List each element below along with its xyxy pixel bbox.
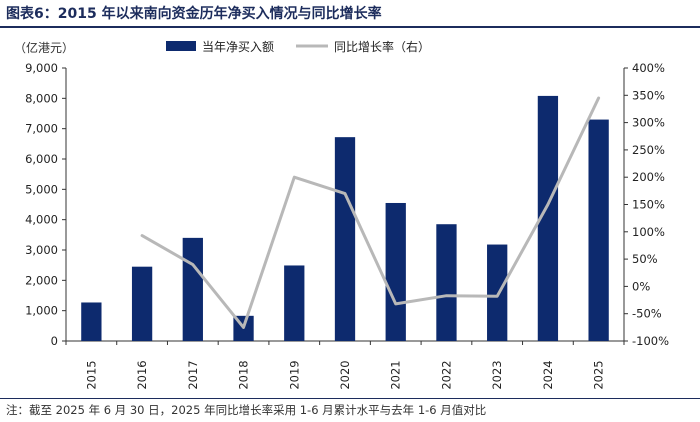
y-right-tick-label: 0% <box>632 279 650 293</box>
y-right-tick-label: 300% <box>632 116 665 130</box>
x-tick-label: 2020 <box>338 360 352 389</box>
x-tick-label: 2015 <box>84 360 98 389</box>
legend: 当年净买入额 同比增长率（右） <box>166 39 430 54</box>
y-left-tick-label: 1,000 <box>25 304 58 318</box>
bar <box>385 202 406 341</box>
x-tick-label: 2016 <box>135 360 149 389</box>
plot-area: 0 1,000 2,000 3,000 4,000 5,000 6,000 7,000 8,00… <box>25 61 669 390</box>
bar <box>487 244 508 341</box>
x-tick-label: 2021 <box>389 360 403 389</box>
y-left-tick-label: 7,000 <box>25 122 58 136</box>
y-left-tick-label: 4,000 <box>25 213 58 227</box>
bar <box>81 302 102 341</box>
y-right-tick-label: -100% <box>632 334 669 348</box>
y-left-tick-label: 2,000 <box>25 273 58 287</box>
x-tick-label: 2017 <box>186 360 200 389</box>
y-right-tick-label: 250% <box>632 143 665 157</box>
legend-bar-label: 当年净买入额 <box>202 40 274 54</box>
page-title: 图表6：2015 年以来南向资金历年净买入情况与同比增长率 <box>6 6 382 22</box>
y-left-tick-label: 3,000 <box>25 243 58 257</box>
legend-bar-swatch <box>166 41 196 51</box>
bar <box>537 95 559 341</box>
y-unit-label: （亿港元） <box>14 40 74 55</box>
y-left-tick-label: 6,000 <box>25 152 58 166</box>
bar <box>182 237 203 341</box>
x-tick-label: 2019 <box>287 360 301 389</box>
y-left-tick-label: 0 <box>51 334 58 348</box>
x-tick-label: 2022 <box>439 360 453 389</box>
y-right-tick-label: 100% <box>632 225 665 239</box>
x-tick-label: 2018 <box>237 360 251 389</box>
legend-line-label: 同比增长率（右） <box>334 39 430 54</box>
y-left-tick-label: 9,000 <box>25 61 58 75</box>
title-bar: 图表6：2015 年以来南向资金历年净买入情况与同比增长率 <box>0 0 700 26</box>
y-right-tick-label: 200% <box>632 170 665 184</box>
y-right-tick-label: 350% <box>632 88 665 102</box>
bar <box>284 265 305 341</box>
bar <box>588 119 609 341</box>
x-tick-label: 2024 <box>541 360 555 389</box>
y-right-tick-label: 50% <box>632 252 658 266</box>
growth-rate-line <box>140 96 601 329</box>
y-right-tick-label: 400% <box>632 61 665 75</box>
title-divider <box>0 26 700 28</box>
chart: （亿港元） 当年净买入额 同比增长率（右） 0 1,000 2,000 3,000 4,… <box>14 39 669 390</box>
y-left-tick-label: 5,000 <box>25 182 58 196</box>
bar <box>334 137 356 341</box>
y-right-tick-label: 150% <box>632 198 665 212</box>
y-right-tick-label: -50% <box>632 307 662 321</box>
x-tick-label: 2023 <box>490 360 504 389</box>
footer-divider <box>0 398 700 399</box>
footnote: 注：截至 2025 年 6 月 30 日，2025 年同比增长率采用 1-6 月… <box>6 403 487 417</box>
y-left-tick-label: 8,000 <box>25 91 58 105</box>
bar <box>131 266 153 341</box>
bar <box>436 224 457 341</box>
x-tick-label: 2025 <box>592 360 606 389</box>
